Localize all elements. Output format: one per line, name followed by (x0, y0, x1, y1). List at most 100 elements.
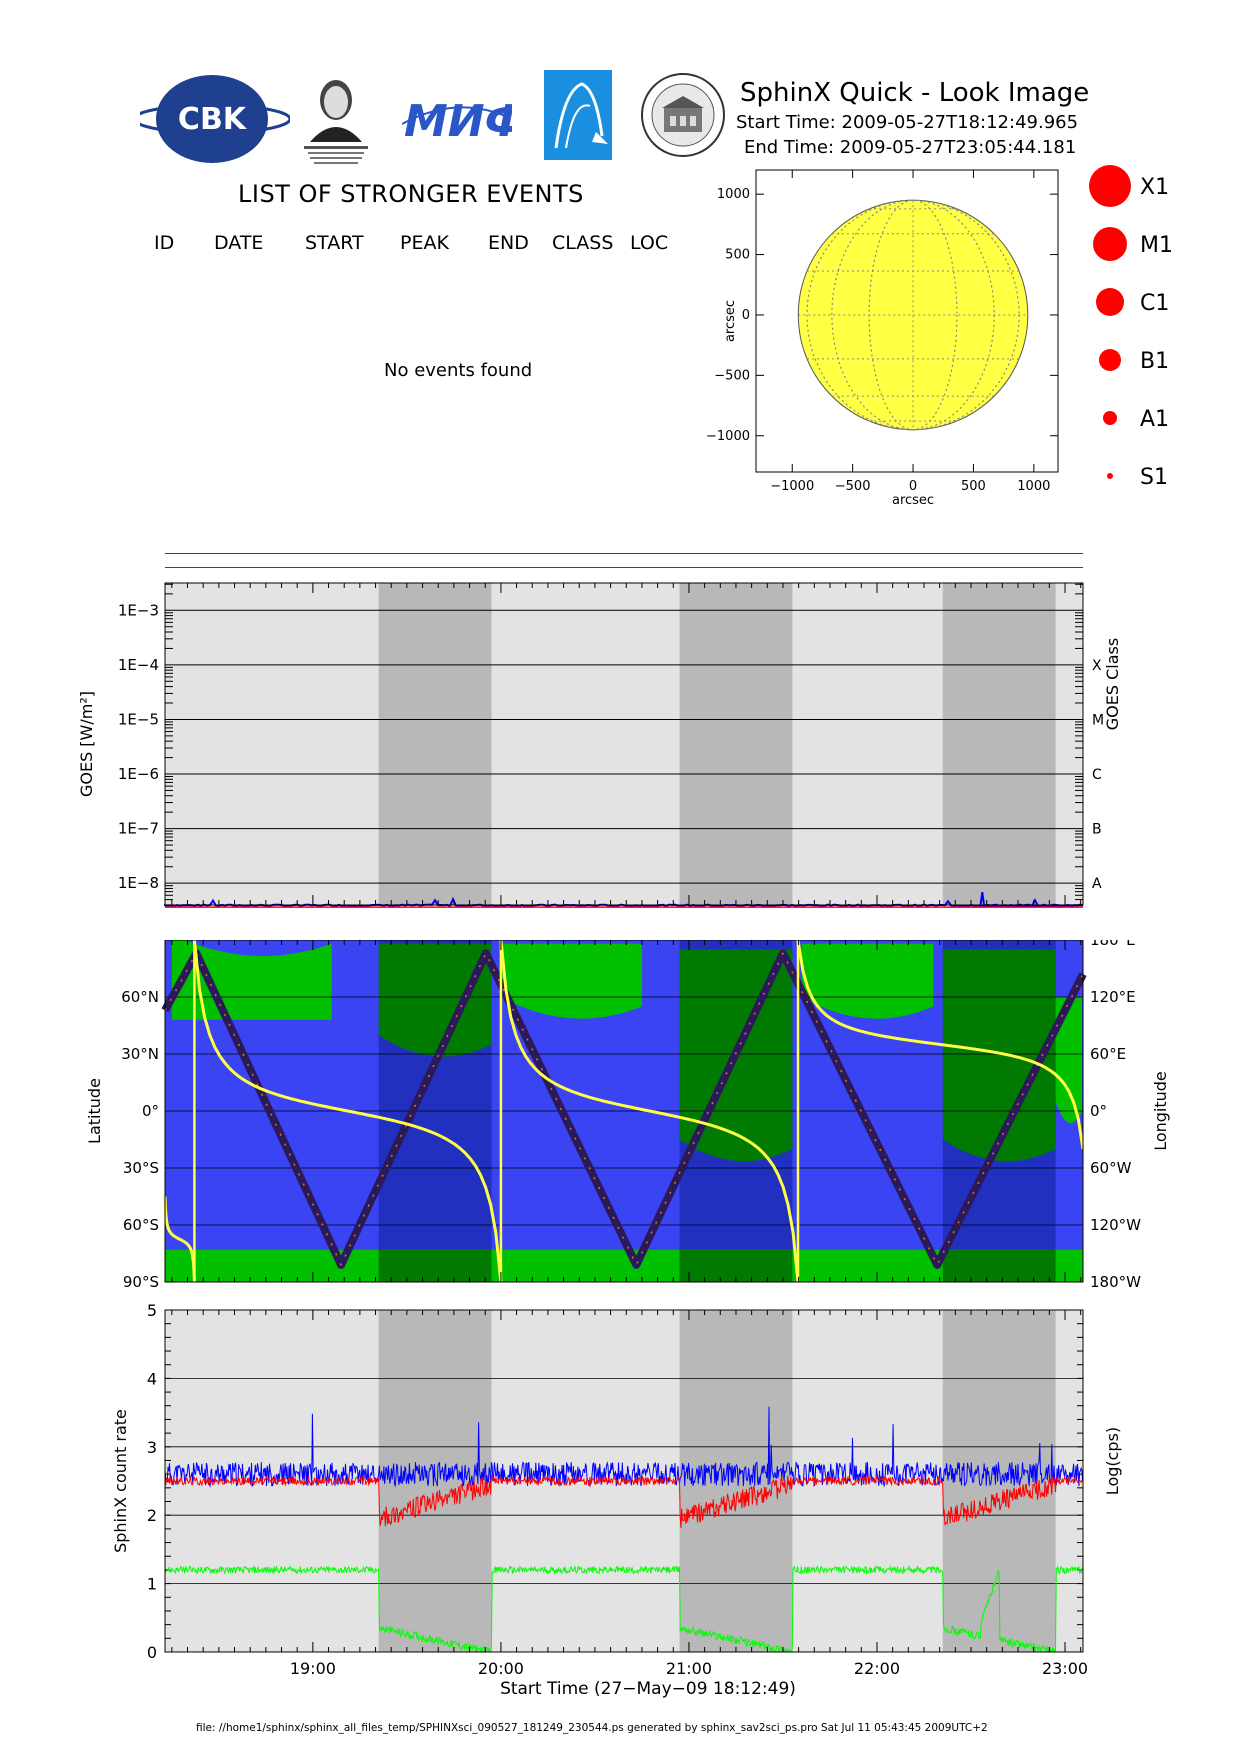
no-events-message: No events found (384, 360, 533, 381)
events-col-id: ID (154, 232, 175, 254)
sun-disk-chart: −1000 −500 0 500 1000 −1000 −500 0 500 1000 arcsec… (706, 169, 1059, 508)
goes-y-tick-label: 1E−5 (118, 710, 159, 728)
legend-dot-b1 (1099, 349, 1121, 371)
observatory-seal-logo (641, 73, 725, 157)
legend-label-b1: B1 (1140, 349, 1169, 374)
rate-plot-frame (164, 1309, 1084, 1653)
map-orbit-track-highlight (164, 952, 1084, 1266)
map-y2-axis-label: Longitude (1151, 1071, 1170, 1151)
map-green-band-south-night (679, 1249, 793, 1282)
map-y2-tick-label: 60°E (1090, 1045, 1126, 1063)
rate-y-tick-label: 4 (147, 1369, 157, 1388)
ssc-logo (544, 70, 612, 160)
rate-series-green (164, 1564, 1084, 1654)
sun-x-tick-label: 0 (909, 479, 917, 494)
goes-y-tick-label: 1E−8 (118, 874, 159, 892)
map-plot-frame (164, 940, 1084, 1283)
map-green-region (500, 943, 642, 1019)
goes-y-axis-label: GOES [W/m²] (77, 691, 96, 797)
start-time-label: Start Time: 2009-05-27T18:12:49.965 (736, 112, 1079, 133)
sun-x-tick-label: −1000 (770, 479, 814, 494)
flare-class-legend: X1 M1 C1 B1 A1 S1 (1089, 165, 1173, 490)
map-green-region (1055, 997, 1082, 1124)
map-green-band-south-night (378, 1249, 492, 1282)
legend-dot-s1 (1107, 473, 1113, 479)
map-y2-tick-label: 120°W (1090, 1216, 1141, 1234)
rate-y-tick-label: 2 (147, 1506, 157, 1525)
map-y-tick-label: 60°N (121, 988, 159, 1006)
sun-x-tick-label: −500 (835, 479, 871, 494)
separator-line-2 (165, 567, 1083, 568)
map-green-region (171, 940, 332, 1020)
map-y-tick-label: 60°S (123, 1216, 159, 1234)
map-green-band-south-night (942, 1249, 1056, 1282)
legend-dot-m1 (1093, 227, 1127, 261)
miphi-logo-text: МИФИ (404, 96, 512, 147)
map-y-tick-label: 0° (142, 1102, 159, 1120)
goes-class-label: M (1092, 712, 1104, 728)
logo-row: CBK МИФИ (140, 70, 725, 170)
sun-x-tick-label: 500 (961, 479, 986, 494)
rate-x-tick-label: 22:00 (854, 1659, 900, 1678)
map-y2-tick-label: 180°E (1090, 940, 1136, 949)
sun-x-tick-label: 1000 (1017, 479, 1050, 494)
map-green-region (801, 943, 934, 1019)
events-col-date: DATE (214, 232, 264, 254)
rate-y-tick-label: 0 (147, 1643, 157, 1662)
goes-y-tick-label: 1E−3 (118, 601, 159, 619)
map-y-tick-label: 90°S (123, 1273, 159, 1291)
orbit-map-chart: 90°S 60°S 30°S 0° 30°N 60°N 180°W 120°W 60°W 0° 60… (85, 940, 1170, 1291)
rate-x-tick-label: 20:00 (478, 1659, 524, 1678)
rate-x-axis-label: Start Time (27−May−09 18:12:49) (500, 1679, 796, 1699)
rate-x-tick-label: 23:00 (1042, 1659, 1088, 1678)
sun-y-tick-label: 1000 (717, 187, 750, 202)
events-col-start: START (305, 232, 364, 254)
miphi-logo: МИФИ (402, 96, 512, 147)
sun-y-tick-label: 0 (742, 308, 750, 323)
map-y2-tick-label: 0° (1090, 1102, 1107, 1120)
legend-label-c1: C1 (1140, 291, 1169, 316)
rate-y-tick-label: 5 (147, 1301, 157, 1320)
goes-y2-axis-label: GOES Class (1103, 638, 1122, 730)
goes-plot-frame (164, 582, 1084, 906)
sphinx-count-rate-chart: 0 1 2 3 4 5 19:00 20:00 21:00 22:00 23:00 Start Tim… (111, 1301, 1122, 1699)
map-y2-tick-label: 180°W (1090, 1273, 1141, 1291)
goes-day-background (165, 583, 1083, 905)
lebedev-logo (304, 80, 368, 164)
sun-x-axis-label: arcsec (892, 493, 934, 508)
end-time-label: End Time: 2009-05-27T23:05:44.181 (744, 137, 1077, 158)
legend-label-x1: X1 (1140, 175, 1169, 200)
goes-class-label: B (1092, 822, 1102, 838)
goes-night-band (378, 583, 492, 905)
rate-y-axis-label: SphinX count rate (111, 1409, 130, 1553)
rate-x-tick-label: 19:00 (290, 1659, 336, 1678)
goes-y-tick-label: 1E−7 (118, 820, 159, 838)
sun-y-tick-label: −500 (714, 368, 750, 383)
goes-class-label: A (1092, 876, 1102, 892)
legend-label-a1: A1 (1140, 407, 1169, 432)
rate-y-tick-label: 1 (147, 1575, 157, 1594)
rate-series-blue (164, 1406, 1084, 1488)
goes-y-tick-label: 1E−6 (118, 765, 159, 783)
goes-class-label: X (1092, 658, 1102, 674)
map-y2-tick-label: 120°E (1090, 988, 1136, 1006)
events-col-end: END (488, 232, 529, 254)
cbk-pan-logo: CBK (140, 75, 290, 163)
map-green-region (378, 943, 492, 1057)
footer-file-info: file: //home1/sphinx/sphinx_all_files_te… (196, 1722, 988, 1734)
legend-dot-c1 (1096, 288, 1124, 316)
legend-label-m1: M1 (1140, 233, 1173, 258)
events-col-loc: LOC (630, 232, 669, 254)
map-longitude-curve (796, 940, 1085, 1150)
cbk-logo-text: CBK (178, 102, 248, 137)
goes-y-tick-label: 1E−4 (118, 656, 159, 674)
rate-y2-axis-label: Log(cps) (1103, 1427, 1122, 1495)
events-col-class: CLASS (552, 232, 614, 254)
rate-series-red (164, 1475, 1083, 1529)
rate-x-tick-label: 21:00 (666, 1659, 712, 1678)
goes-night-band (679, 583, 793, 905)
events-list-title: LIST OF STRONGER EVENTS (238, 180, 584, 208)
sun-y-axis-label: arcsec (723, 300, 738, 342)
map-y-tick-label: 30°N (121, 1045, 159, 1063)
goes-night-band (942, 583, 1056, 905)
